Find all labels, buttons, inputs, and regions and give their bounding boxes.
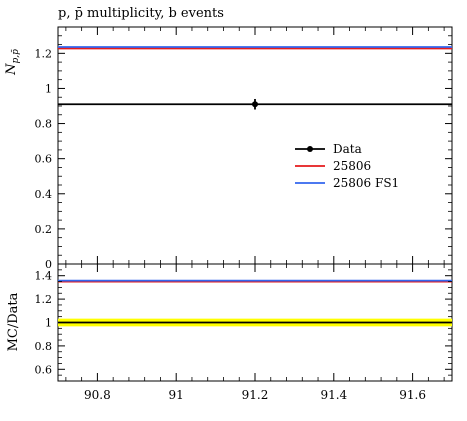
legend-marker <box>307 146 313 152</box>
ratio-y-axis-label: MC/Data <box>6 292 21 351</box>
ratio-band <box>58 318 452 327</box>
ratio-x-ticks: 90.8 91 91.2 91.4 91.6 <box>65 264 445 402</box>
main-panel: 0 0.2 0.4 0.6 0.8 1 1.2 Np,p̄ Data 25806 25806 F… <box>4 26 453 271</box>
ratio-x-tick-label: 90.8 <box>84 388 111 402</box>
ratio-y-tick-label: 1.4 <box>35 270 53 283</box>
main-y-tick-label: 0 <box>45 258 52 271</box>
legend: Data 25806 25806 FS1 <box>295 142 399 190</box>
main-x-ticks <box>65 27 445 264</box>
main-y-tick-label: 0.2 <box>35 223 53 236</box>
main-y-tick-label: 1 <box>45 82 52 95</box>
main-y-axis-label: Np,p̄ <box>4 49 21 76</box>
ratio-y-tick-label: 1.2 <box>35 293 53 306</box>
main-y-tick-label: 0.4 <box>35 188 53 201</box>
data-point <box>252 101 258 108</box>
ratio-series <box>58 279 452 283</box>
main-frame <box>57 26 453 265</box>
ratio-panel: 0.6 0.8 1 1.2 1.4 90.8 91 91.2 91.4 91.6 MC/Data <box>6 263 453 402</box>
ratio-y-ticks: 0.6 0.8 1 1.2 1.4 <box>35 269 452 376</box>
ratio-y-tick-label: 0.8 <box>35 340 53 353</box>
ratio-x-tick-label: 91.2 <box>242 388 269 402</box>
legend-label: Data <box>333 142 362 156</box>
plot-title: p, p̄ multiplicity, b events <box>58 6 224 21</box>
legend-label: 25806 FS1 <box>333 176 399 190</box>
legend-label: 25806 <box>333 159 371 173</box>
main-y-tick-label: 0.8 <box>35 118 53 131</box>
ratio-y-tick-label: 1 <box>45 317 52 330</box>
main-y-ticks: 0 0.2 0.4 0.6 0.8 1 1.2 <box>35 35 452 271</box>
main-y-tick-label: 0.6 <box>35 153 53 166</box>
ratio-x-tick-label: 91.6 <box>399 388 426 402</box>
ratio-y-tick-label: 0.6 <box>35 363 53 376</box>
main-y-tick-label: 1.2 <box>35 47 53 60</box>
ratio-x-tick-label: 91.4 <box>320 388 347 402</box>
main-series <box>58 46 452 110</box>
ratio-x-tick-label: 91 <box>169 388 184 402</box>
